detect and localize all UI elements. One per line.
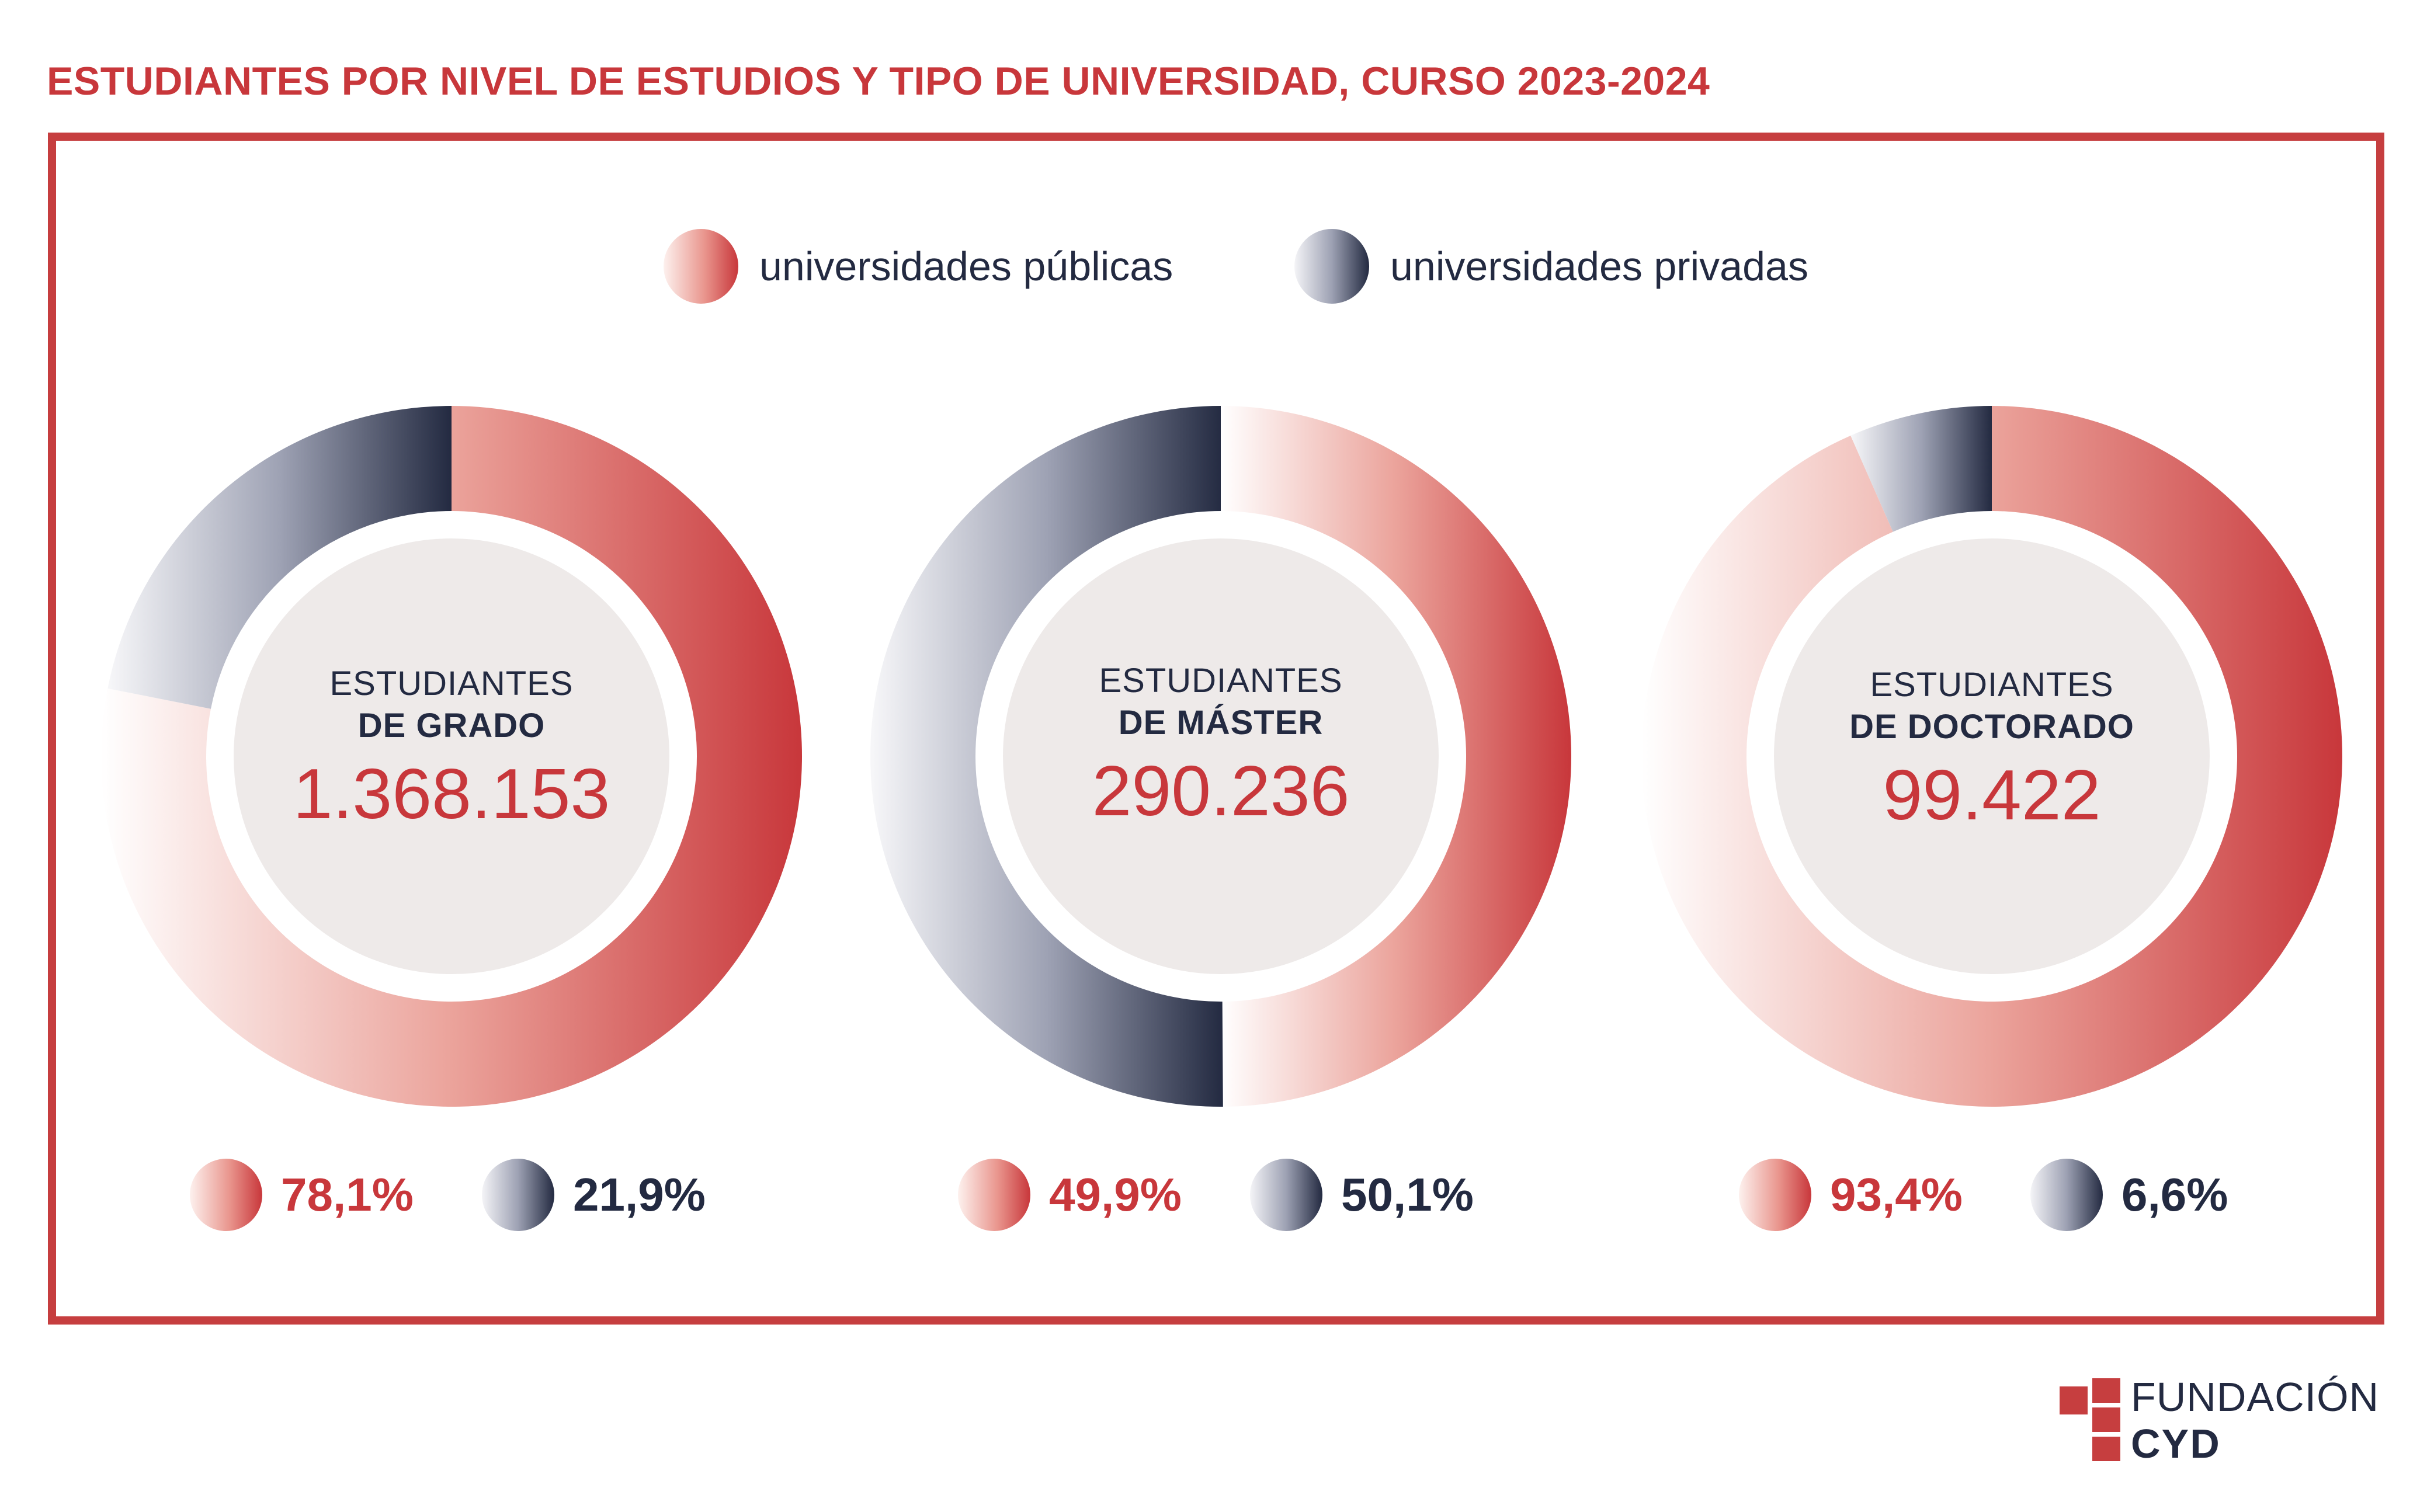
doctorado-center-circle <box>1774 538 2210 974</box>
doctorado-public-value: 93,4% <box>1830 1169 1963 1221</box>
grado-label-line1: ESTUDIANTES <box>329 665 574 703</box>
doctorado-private-swatch <box>2030 1159 2103 1231</box>
grado-private-slice <box>107 406 452 709</box>
legend-private-label: universidades privadas <box>1390 244 1808 289</box>
logo-text-line1: FUNDACIÓN <box>2131 1374 2380 1420</box>
doctorado-private-slice <box>1850 406 1992 532</box>
doctorado-private-value: 6,6% <box>2121 1169 2228 1221</box>
master-public-pct: 49,9% <box>958 1159 1182 1231</box>
legend-public: universidades públicas <box>664 229 1173 304</box>
page-title: ESTUDIANTES POR NIVEL DE ESTUDIOS Y TIPO… <box>47 59 1710 103</box>
donut-center-master: ESTUDIANTES DE MÁSTER 290.236 <box>987 660 1454 832</box>
grado-public-slice <box>101 406 803 1107</box>
chart-frame <box>48 133 2384 1325</box>
grado-public-value: 78,1% <box>281 1169 414 1221</box>
grado-private-swatch <box>482 1159 554 1231</box>
logo-square-icon <box>2060 1386 2088 1414</box>
logo-text-line2: CYD <box>2131 1421 2221 1466</box>
grado-label-line2: DE GRADO <box>357 707 546 745</box>
logo-square-icon <box>2092 1378 2120 1403</box>
legend-public-label: universidades públicas <box>759 244 1173 289</box>
donut-center-grado: ESTUDIANTES DE GRADO 1.368.153 <box>218 663 685 835</box>
master-private-slice <box>870 406 1223 1107</box>
master-private-value: 50,1% <box>1341 1169 1474 1221</box>
legend-private: universidades privadas <box>1294 229 1808 304</box>
master-total: 290.236 <box>1092 751 1350 830</box>
grado-private-value: 21,9% <box>573 1169 706 1221</box>
doctorado-private-pct: 6,6% <box>2030 1159 2228 1231</box>
master-public-value: 49,9% <box>1049 1169 1182 1221</box>
grado-public-pct: 78,1% <box>190 1159 414 1231</box>
legend-public-swatch <box>664 229 738 304</box>
master-public-swatch <box>958 1159 1030 1231</box>
master-center-circle <box>1003 538 1439 974</box>
doctorado-total: 99.422 <box>1883 755 2101 835</box>
fundacion-cyd-logo: FUNDACIÓN CYD <box>2060 1374 2393 1467</box>
doctorado-label-line2: DE DOCTORADO <box>1849 708 2134 746</box>
master-label-line2: DE MÁSTER <box>1118 704 1324 742</box>
donut-center-doctorado: ESTUDIANTES DE DOCTORADO 99.422 <box>1758 664 2225 836</box>
master-private-pct: 50,1% <box>1250 1159 1474 1231</box>
doctorado-label-line1: ESTUDIANTES <box>1870 666 2114 704</box>
doctorado-public-swatch <box>1739 1159 1811 1231</box>
doctorado-public-pct: 93,4% <box>1739 1159 1963 1231</box>
grado-total: 1.368.153 <box>293 754 610 833</box>
logo-square-icon <box>2092 1407 2120 1432</box>
master-label-line1: ESTUDIANTES <box>1099 662 1343 700</box>
doctorado-public-slice <box>1641 406 2343 1107</box>
grado-private-pct: 21,9% <box>482 1159 706 1231</box>
master-private-swatch <box>1250 1159 1322 1231</box>
legend-private-swatch <box>1294 229 1369 304</box>
logo-square-icon <box>2092 1437 2120 1461</box>
master-public-slice <box>1221 406 1572 1107</box>
grado-public-swatch <box>190 1159 262 1231</box>
grado-center-circle <box>234 538 669 974</box>
